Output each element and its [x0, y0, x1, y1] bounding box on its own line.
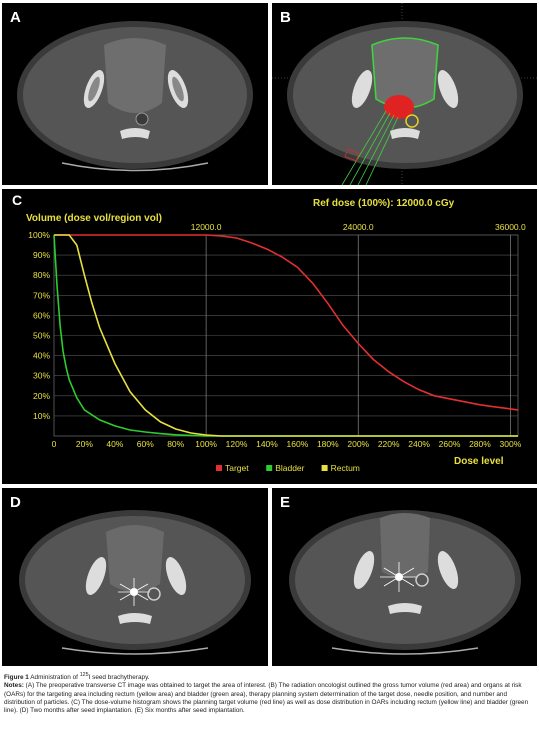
chart-series-lines — [53, 234, 519, 437]
x-tick-label: 120% — [226, 439, 248, 449]
legend-swatch-rectum — [321, 465, 328, 471]
caption-title: Figure 1 Administration of 125I seed bra… — [4, 671, 536, 682]
ct-scan-e-image — [289, 510, 521, 655]
x-tick-label: 300% — [500, 439, 522, 449]
ct-panel-a: A — [2, 3, 268, 185]
y-tick-label: 100% — [28, 230, 50, 240]
figure-caption: Figure 1 Administration of 125I seed bra… — [4, 671, 536, 715]
legend-label-rectum: Rectum — [331, 463, 360, 473]
x-tick-label: 0 — [52, 439, 57, 449]
y-tick-label: 90% — [33, 250, 50, 260]
panel-a-label: A — [10, 9, 21, 26]
y-tick-label: 80% — [33, 270, 50, 280]
x-tick-label: 40% — [106, 439, 123, 449]
x-tick-label: 240% — [408, 439, 430, 449]
dvh-chart: C Volume (dose vol/region vol) Ref dose … — [12, 192, 526, 473]
x-tick-label: 280% — [469, 439, 491, 449]
series-line-bladder — [53, 234, 518, 437]
legend-label-target: Target — [225, 463, 249, 473]
top-tick-label: 24000.0 — [343, 222, 374, 232]
y-tick-label: 10% — [33, 411, 50, 421]
notes-label: Notes: — [4, 682, 24, 690]
y-tick-label: 60% — [33, 310, 50, 320]
figure-label: Figure 1 — [4, 674, 29, 682]
top-tick-label: 12000.0 — [191, 222, 222, 232]
caption-title-prefix: Administration of — [30, 674, 78, 682]
x-tick-label: 160% — [287, 439, 309, 449]
x-tick-label: 260% — [439, 439, 461, 449]
ct-panel-e: E — [272, 488, 537, 666]
caption-title-suffix: I seed brachytherapy. — [88, 674, 150, 682]
ct-panel-b: B — [272, 3, 537, 185]
dvh-chart-panel: C Volume (dose vol/region vol) Ref dose … — [2, 189, 537, 484]
y-tick-label: 50% — [33, 331, 50, 341]
ref-dose-label: Ref dose (100%): 12000.0 cGy — [313, 198, 455, 209]
x-tick-label: 200% — [347, 439, 369, 449]
x-tick-label: 220% — [378, 439, 400, 449]
panel-d-label: D — [10, 494, 21, 511]
x-tick-label: 100% — [195, 439, 217, 449]
y-axis-label: Volume (dose vol/region vol) — [26, 213, 162, 224]
isotope-superscript: 125 — [79, 672, 89, 678]
x-tick-label: 140% — [256, 439, 278, 449]
chart-tick-labels: 10% 20% 30% 40% 50% 60% 70% 80% 90% 100% 0 20% 40% 60… — [28, 222, 526, 449]
chart-grid — [53, 234, 519, 437]
y-tick-label: 40% — [33, 351, 50, 361]
panel-e-label: E — [280, 494, 291, 511]
ct-scan-d-image — [19, 510, 251, 655]
series-line-target — [54, 234, 519, 411]
ct-scan-b-image — [272, 3, 537, 185]
series-line-rectum — [54, 234, 518, 437]
x-tick-label: 60% — [137, 439, 154, 449]
notes-text: (A) The preoperative transverse CT image… — [4, 682, 529, 714]
x-tick-label: 20% — [76, 439, 93, 449]
legend-swatch-target — [216, 465, 222, 471]
panel-b-label: B — [280, 9, 291, 26]
y-tick-label: 20% — [33, 391, 50, 401]
x-tick-label: 80% — [167, 439, 184, 449]
y-tick-label: 70% — [33, 290, 50, 300]
top-tick-label: 36000.0 — [495, 222, 526, 232]
legend-label-bladder: Bladder — [275, 463, 304, 473]
y-tick-label: 30% — [33, 371, 50, 381]
legend-swatch-bladder — [266, 465, 273, 471]
ct-panel-d: D — [2, 488, 268, 666]
caption-notes: Notes: (A) The preoperative transverse C… — [4, 682, 536, 715]
chart-legend: Target Bladder Rectum — [216, 463, 360, 473]
ct-scan-a-image — [17, 21, 253, 172]
x-axis-label: Dose level — [454, 456, 504, 467]
panel-c-label: C — [12, 192, 22, 208]
x-tick-label: 180% — [317, 439, 339, 449]
